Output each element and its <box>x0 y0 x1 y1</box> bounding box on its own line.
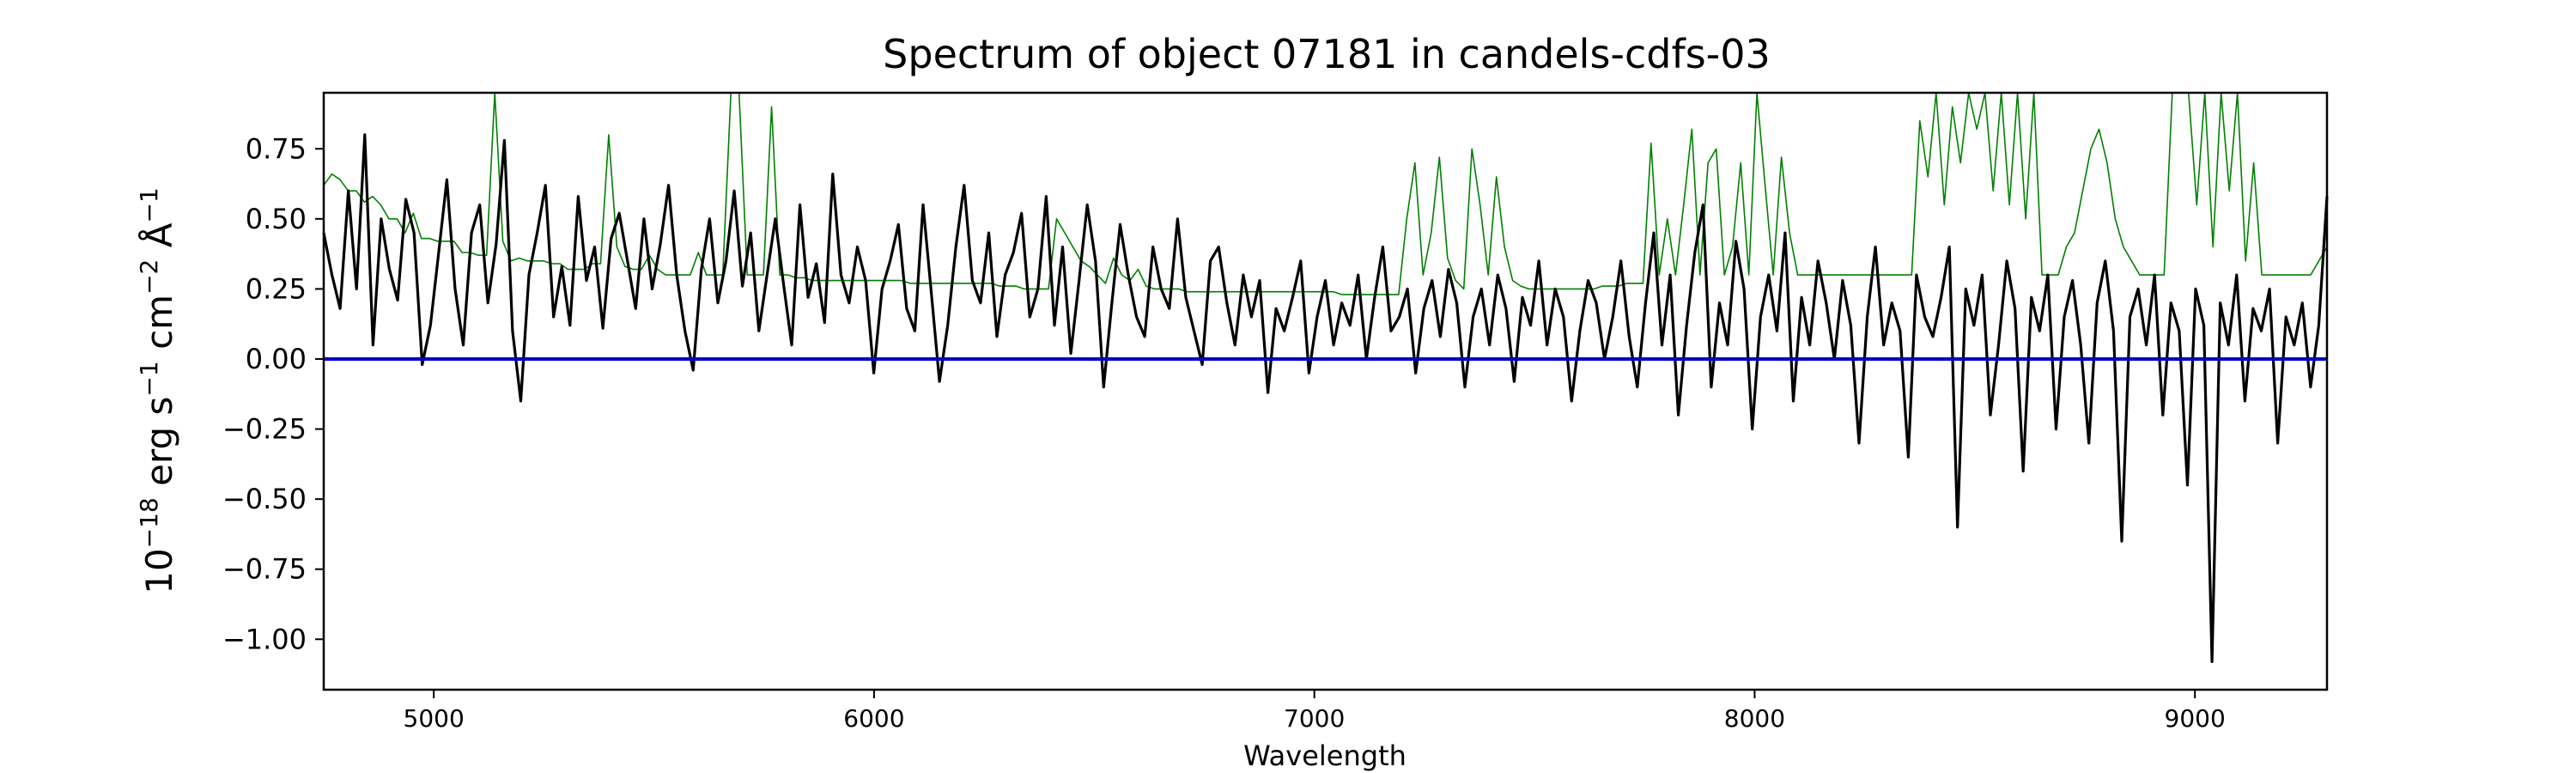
y-tick-label: 0.25 <box>246 272 307 305</box>
y-tick-label: 0.50 <box>246 203 307 235</box>
error-spectrum-line <box>323 92 2328 295</box>
y-axis-label-unit2: cm <box>138 295 180 361</box>
y-axis: 0.75 0.50 0.25 0.00 −0.25 −0.50 −0.75 −1.00 <box>222 132 324 655</box>
y-axis-label-unit2-exponent: −2 <box>135 259 163 295</box>
x-tick-label: 7000 <box>1284 704 1345 733</box>
y-tick-label: 0.75 <box>246 132 307 165</box>
x-tick-label: 8000 <box>1724 704 1785 733</box>
y-axis-label-unit3-exponent: −1 <box>135 187 163 222</box>
chart-title: Spectrum of object 07181 in candels-cdfs… <box>883 31 1771 77</box>
y-axis-label-unit3: Å <box>137 222 180 259</box>
y-tick-label: −1.00 <box>222 623 307 655</box>
y-axis-label-base-exponent: −18 <box>135 497 163 548</box>
flux-spectrum-line <box>322 133 2329 664</box>
y-axis-label-unit1-exponent: −1 <box>135 361 163 396</box>
y-axis-label: 10−18 erg s−1 cm−2 Å−1 <box>135 187 180 593</box>
x-tick-label: 5000 <box>404 704 465 733</box>
y-tick-label: −0.25 <box>222 413 307 446</box>
y-tick-label: −0.75 <box>222 553 307 586</box>
series-layer <box>322 92 2329 664</box>
x-axis-label: Wavelength <box>1243 740 1406 772</box>
y-axis-label-base: 10 <box>138 548 180 593</box>
y-tick-label: −0.50 <box>222 483 307 515</box>
y-tick-label: 0.00 <box>246 343 307 375</box>
x-tick-label: 9000 <box>2165 704 2226 733</box>
y-axis-label-unit1: erg s <box>138 397 180 498</box>
x-tick-label: 6000 <box>843 704 904 733</box>
x-axis: 5000 6000 7000 8000 9000 <box>404 690 2226 733</box>
plot-frame <box>322 91 2329 691</box>
